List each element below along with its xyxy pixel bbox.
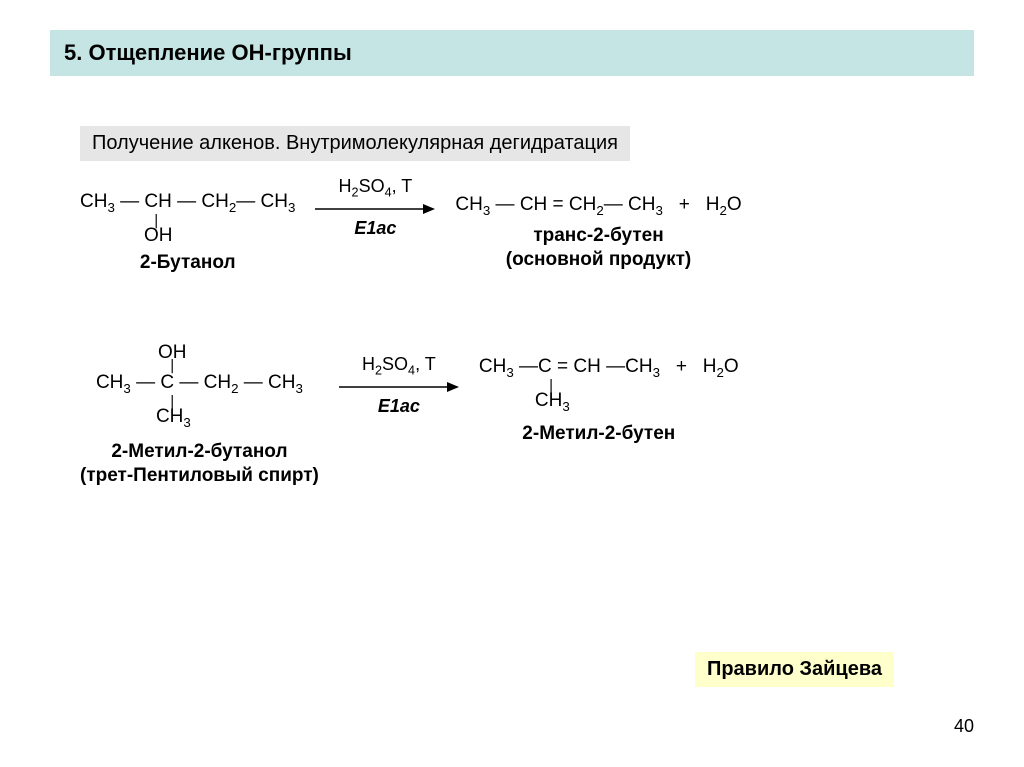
slide-subtitle: Получение алкенов. Внутримолекулярная де… bbox=[80, 126, 630, 161]
reaction-2: OH | CH3 ― C ― CH2 ― CH3 | CH3 2-Метил-2… bbox=[80, 344, 974, 487]
arrow-icon bbox=[339, 380, 459, 394]
r2-oh: OH bbox=[158, 344, 303, 361]
r2-conditions: H2SO4, T bbox=[362, 354, 436, 378]
r2-prod-vbond: | bbox=[547, 381, 739, 392]
r2-reactant-formula: CH3 ― C ― CH2 ― CH3 bbox=[96, 372, 303, 397]
arrow-icon bbox=[315, 202, 435, 216]
r1-product-note: (основной продукт) bbox=[506, 249, 692, 271]
r2-prod-ch3: CH3 bbox=[535, 392, 739, 413]
r2-product-name: 2-Метил-2-бутен bbox=[522, 423, 675, 445]
r2-reactant-name: 2-Метил-2-бутанол bbox=[111, 441, 287, 463]
page-number: 40 bbox=[954, 716, 974, 737]
r1-arrow: H2SO4, T E1ac bbox=[315, 176, 435, 239]
r2-product-formula: CH3 ―C = CH ―CH3 + H2O bbox=[479, 356, 739, 381]
r1-oh: OH bbox=[144, 227, 295, 244]
slide-title: 5. Отщепление ОН-группы bbox=[50, 30, 974, 76]
r1-product-formula: CH3 ― CH = CH2― CH3 + H2O bbox=[455, 194, 741, 219]
reaction-1: CH3 ― CH ― CH2― CH3 | OH 2-Бутанол H2SO4… bbox=[80, 191, 974, 274]
r2-vbond-top: | bbox=[168, 361, 303, 372]
rule-box: Правило Зайцева bbox=[695, 652, 894, 687]
r1-product-name: транс-2-бутен bbox=[533, 225, 663, 247]
r2-ch3: CH3 bbox=[156, 408, 303, 429]
r2-reactant-note: (трет-Пентиловый спирт) bbox=[80, 465, 319, 487]
r2-mechanism: E1ac bbox=[378, 396, 420, 417]
r1-vbond: | bbox=[152, 216, 295, 227]
r2-vbond-bot: | bbox=[168, 397, 303, 408]
r1-mechanism: E1ac bbox=[354, 218, 396, 239]
r2-arrow: H2SO4, T E1ac bbox=[339, 354, 459, 417]
r1-reactant-formula: CH3 ― CH ― CH2― CH3 bbox=[80, 191, 295, 216]
r1-conditions: H2SO4, T bbox=[339, 176, 413, 200]
r1-reactant-name: 2-Бутанол bbox=[140, 252, 236, 274]
